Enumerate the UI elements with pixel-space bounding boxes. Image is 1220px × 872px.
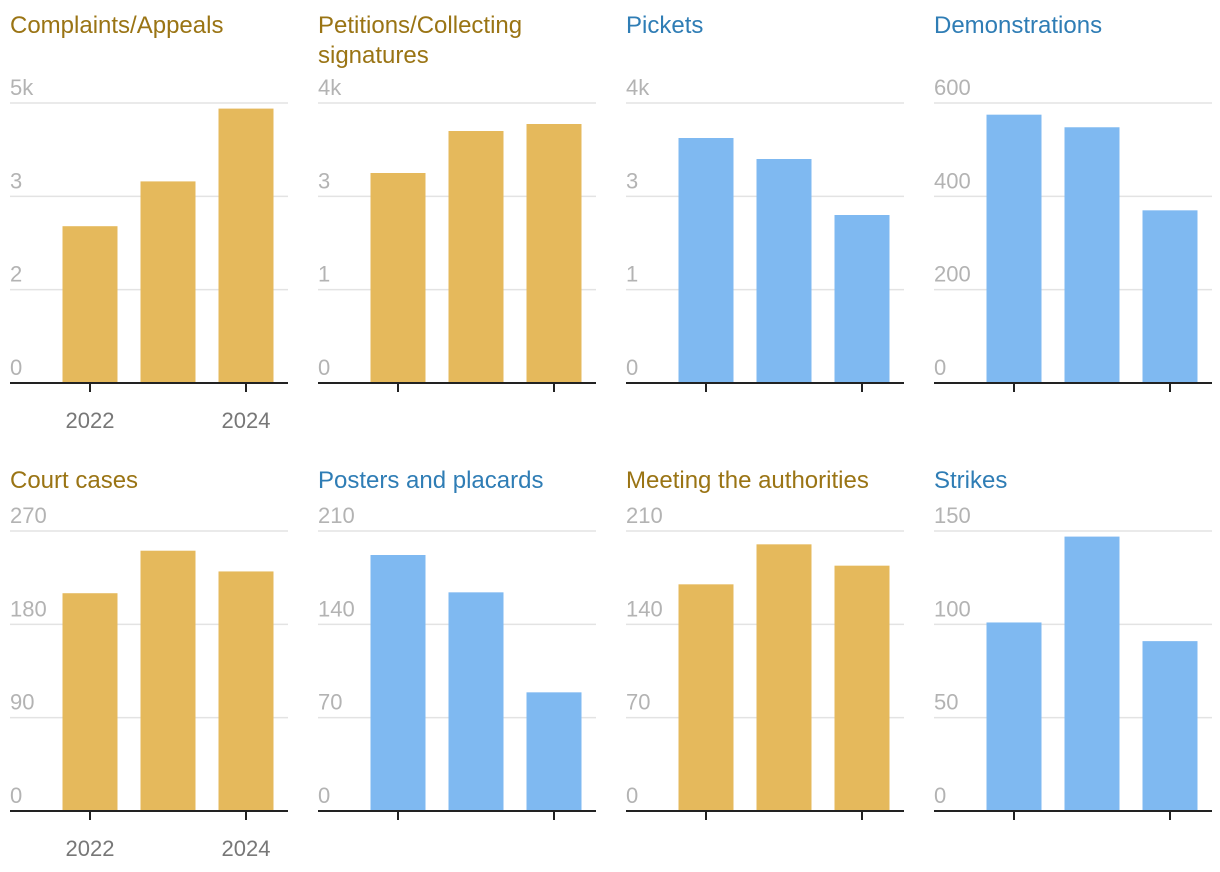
y-tick-label: 0 <box>934 783 946 808</box>
bar-2022 <box>370 173 426 383</box>
chart-title-line: Complaints/Appeals <box>10 12 223 39</box>
y-tick-label: 0 <box>10 355 22 380</box>
chart-panel: Demonstrations 0 200 400 600 <box>934 12 1212 392</box>
chart-title: Meeting the authorities <box>626 467 869 494</box>
bar-2024 <box>526 124 582 383</box>
y-tick-label: 0 <box>934 355 946 380</box>
bar-2024 <box>834 565 890 811</box>
y-tick-label: 200 <box>934 262 971 287</box>
bar-2024 <box>526 692 582 811</box>
y-tick-label: 4k <box>318 75 342 100</box>
chart-panel: Posters and placards 0 70 140 210 <box>318 467 596 820</box>
y-tick-label: 140 <box>318 596 355 621</box>
bar-2022 <box>62 593 118 811</box>
y-tick-label: 0 <box>626 783 638 808</box>
bar-2023 <box>1064 127 1120 384</box>
y-tick-label: 210 <box>318 503 355 528</box>
y-tick-label: 0 <box>318 783 330 808</box>
chart-panel: Strikes 0 50 100 150 <box>934 467 1212 820</box>
y-tick-label: 2 <box>10 262 22 287</box>
chart-title: Pickets <box>626 12 703 39</box>
y-tick-label: 0 <box>626 355 638 380</box>
y-tick-label: 3 <box>318 168 330 193</box>
x-tick-label: 2022 <box>66 408 115 433</box>
y-tick-label: 3 <box>626 168 638 193</box>
x-tick-label: 2022 <box>66 836 115 861</box>
bar-2022 <box>986 114 1042 384</box>
chart-title: Strikes <box>934 467 1007 494</box>
chart-title: Demonstrations <box>934 12 1102 39</box>
y-tick-label: 100 <box>934 596 971 621</box>
x-tick-label: 2024 <box>222 836 271 861</box>
bar-2024 <box>1142 641 1198 811</box>
bar-2024 <box>1142 210 1198 383</box>
bar-2022 <box>62 226 118 383</box>
chart-title-line: Posters and placards <box>318 467 543 494</box>
bar-2022 <box>986 622 1042 811</box>
bar-2023 <box>756 159 812 383</box>
x-tick-label: 2024 <box>222 408 271 433</box>
chart-panel: Pickets 0 1 3 4k <box>626 12 904 392</box>
y-tick-label: 180 <box>10 596 47 621</box>
chart-title-line: Strikes <box>934 467 1007 494</box>
y-tick-label: 5k <box>10 75 34 100</box>
bar-2022 <box>370 555 426 811</box>
chart-panel: Complaints/Appeals 0 2 3 5k 2022 2024 <box>10 12 288 433</box>
bar-2024 <box>218 571 274 811</box>
y-tick-label: 140 <box>626 596 663 621</box>
chart-title-line: Court cases <box>10 467 138 494</box>
y-tick-label: 210 <box>626 503 663 528</box>
y-tick-label: 3 <box>10 168 22 193</box>
y-tick-label: 70 <box>626 690 650 715</box>
bar-2024 <box>218 108 274 383</box>
chart-title-line: signatures <box>318 42 429 69</box>
bar-2023 <box>140 550 196 811</box>
bar-2024 <box>834 215 890 383</box>
y-tick-label: 1 <box>318 262 330 287</box>
bar-2022 <box>678 584 734 811</box>
bar-2023 <box>140 181 196 383</box>
bar-2023 <box>756 544 812 811</box>
y-tick-label: 1 <box>626 262 638 287</box>
y-tick-label: 4k <box>626 75 650 100</box>
chart-title: Complaints/Appeals <box>10 12 223 39</box>
chart-panel: Petitions/Collecting signatures 0 1 3 4k <box>318 12 596 392</box>
y-tick-label: 150 <box>934 503 971 528</box>
y-tick-label: 50 <box>934 690 958 715</box>
bar-2023 <box>1064 536 1120 811</box>
bar-2022 <box>678 138 734 383</box>
chart-title: Posters and placards <box>318 467 543 494</box>
y-tick-label: 600 <box>934 75 971 100</box>
chart-panel: Court cases 0 90 180 270 2022 2024 <box>10 467 288 861</box>
chart-title-line: Meeting the authorities <box>626 467 869 494</box>
chart-title-line: Petitions/Collecting <box>318 12 522 39</box>
chart-title-line: Pickets <box>626 12 703 39</box>
chart-title-line: Demonstrations <box>934 12 1102 39</box>
chart-panel: Meeting the authorities 0 70 140 210 <box>626 467 904 820</box>
chart-title: Petitions/Collecting signatures <box>318 12 522 69</box>
bar-2023 <box>448 592 504 811</box>
y-tick-label: 90 <box>10 690 34 715</box>
y-tick-label: 0 <box>318 355 330 380</box>
y-tick-label: 400 <box>934 168 971 193</box>
y-tick-label: 70 <box>318 690 342 715</box>
chart-title: Court cases <box>10 467 138 494</box>
bar-2023 <box>448 131 504 383</box>
y-tick-label: 270 <box>10 503 47 528</box>
y-tick-label: 0 <box>10 783 22 808</box>
